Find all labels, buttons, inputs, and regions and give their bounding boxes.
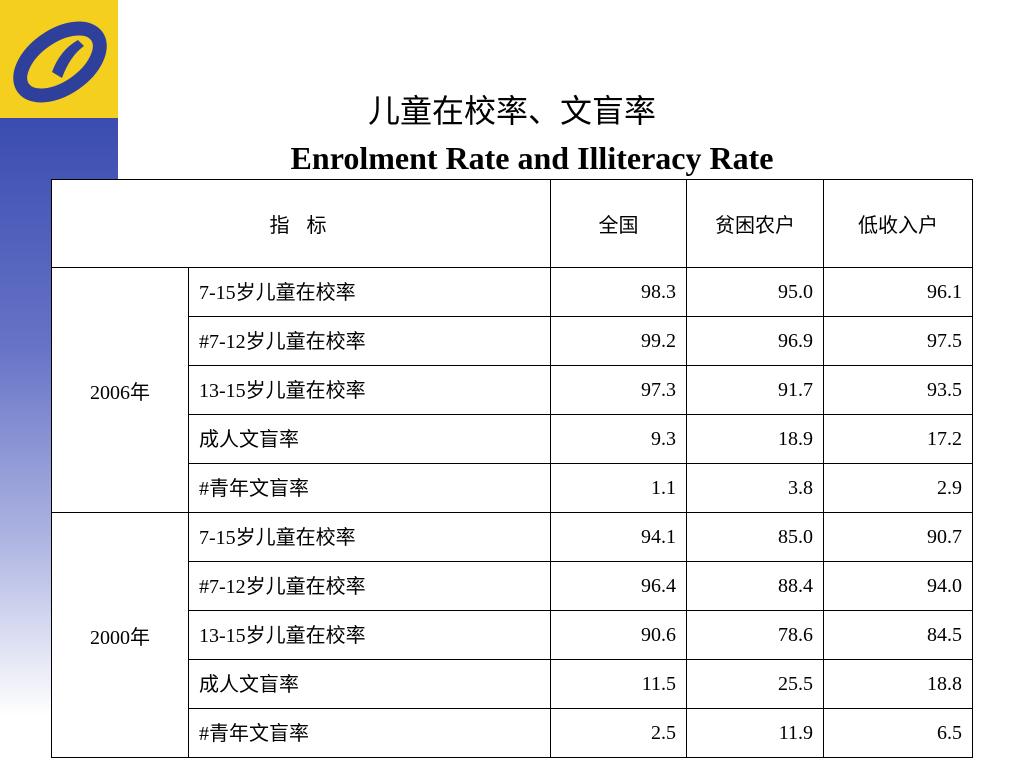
national-value-cell: 90.6 <box>550 610 687 660</box>
table-row: #7-12岁儿童在校率 96.4 88.4 94.0 <box>52 561 973 611</box>
low-income-value-cell: 93.5 <box>823 365 973 415</box>
table-row: #7-12岁儿童在校率 99.2 96.9 97.5 <box>52 316 973 366</box>
table-row: 成人文盲率 11.5 25.5 18.8 <box>52 659 973 709</box>
header-low-income-households: 低收入户 <box>823 179 973 268</box>
indicator-name-cell: #青年文盲率 <box>188 708 551 758</box>
low-income-value-cell: 90.7 <box>823 512 973 562</box>
indicator-name-cell: #青年文盲率 <box>188 463 551 513</box>
national-value-cell: 98.3 <box>550 267 687 317</box>
national-value-cell: 11.5 <box>550 659 687 709</box>
indicator-name-cell: #7-12岁儿童在校率 <box>188 561 551 611</box>
table-row: 2000年 7-15岁儿童在校率 94.1 85.0 90.7 <box>51 512 973 758</box>
national-value-cell: 2.5 <box>550 708 687 758</box>
poor-households-value-cell: 91.7 <box>686 365 824 415</box>
low-income-value-cell: 97.5 <box>823 316 973 366</box>
poor-households-value-cell: 25.5 <box>686 659 824 709</box>
national-value-cell: 9.3 <box>550 414 687 464</box>
header-poor-households: 贫困农户 <box>686 179 824 268</box>
enrolment-illiteracy-table: 指 标 全国 贫困农户 低收入户 2006年 7-15岁儿童在校率 98.3 95.0… <box>51 179 973 758</box>
low-income-value-cell: 17.2 <box>823 414 973 464</box>
year-cell: 2006年 <box>51 267 189 513</box>
table-row: 13-15岁儿童在校率 90.6 78.6 84.5 <box>52 610 973 660</box>
indicator-name-cell: #7-12岁儿童在校率 <box>188 316 551 366</box>
page-title-english: Enrolment Rate and Illiteracy Rate <box>290 140 774 176</box>
indicator-name-cell: 7-15岁儿童在校率 <box>188 267 551 317</box>
table-row: 2006年 7-15岁儿童在校率 98.3 95.0 96.1 <box>51 267 973 513</box>
low-income-value-cell: 18.8 <box>823 659 973 709</box>
indicator-name-cell: 成人文盲率 <box>188 659 551 709</box>
low-income-value-cell: 6.5 <box>823 708 973 758</box>
national-value-cell: 96.4 <box>550 561 687 611</box>
table-row: 13-15岁儿童在校率 97.3 91.7 93.5 <box>52 365 973 415</box>
poor-households-value-cell: 3.8 <box>686 463 824 513</box>
logo-box <box>0 0 118 118</box>
national-value-cell: 99.2 <box>550 316 687 366</box>
year-cell: 2000年 <box>51 512 189 758</box>
indicator-name-cell: 13-15岁儿童在校率 <box>188 610 551 660</box>
indicator-name-cell: 成人文盲率 <box>188 414 551 464</box>
poor-households-value-cell: 95.0 <box>686 267 824 317</box>
indicator-name-cell: 13-15岁儿童在校率 <box>188 365 551 415</box>
header-indicator: 指 标 <box>51 179 551 268</box>
national-value-cell: 97.3 <box>550 365 687 415</box>
national-value-cell: 94.1 <box>550 512 687 562</box>
poor-households-value-cell: 88.4 <box>686 561 824 611</box>
national-value-cell: 1.1 <box>550 463 687 513</box>
statistics-bureau-logo-icon <box>13 21 107 103</box>
poor-households-value-cell: 11.9 <box>686 708 824 758</box>
table-row: #青年文盲率 2.5 11.9 6.5 <box>52 708 973 758</box>
low-income-value-cell: 94.0 <box>823 561 973 611</box>
poor-households-value-cell: 96.9 <box>686 316 824 366</box>
table-header-row: 指 标 全国 贫困农户 低收入户 <box>51 179 973 268</box>
poor-households-value-cell: 78.6 <box>686 610 824 660</box>
page-title-chinese: 儿童在校率、文盲率 <box>367 92 656 130</box>
header-national: 全国 <box>550 179 687 268</box>
table-row: 成人文盲率 9.3 18.9 17.2 <box>52 414 973 464</box>
indicator-name-cell: 7-15岁儿童在校率 <box>188 512 551 562</box>
low-income-value-cell: 96.1 <box>823 267 973 317</box>
poor-households-value-cell: 85.0 <box>686 512 824 562</box>
low-income-value-cell: 2.9 <box>823 463 973 513</box>
poor-households-value-cell: 18.9 <box>686 414 824 464</box>
low-income-value-cell: 84.5 <box>823 610 973 660</box>
table-row: #青年文盲率 1.1 3.8 2.9 <box>52 463 973 513</box>
